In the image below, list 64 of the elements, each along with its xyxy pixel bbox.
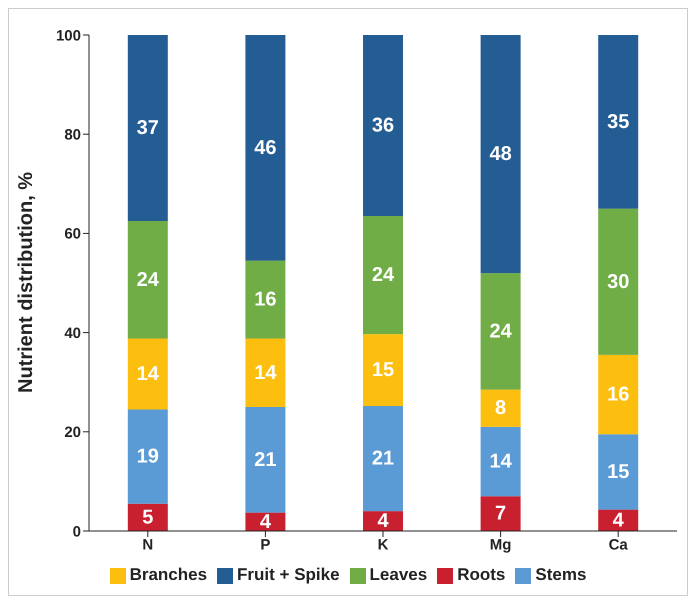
data-label: 4 [377, 510, 390, 532]
x-tick-label: K [378, 536, 389, 554]
x-tick-label: Ca [608, 536, 628, 554]
data-label: 7 [495, 502, 506, 525]
data-label: 24 [489, 320, 513, 342]
data-label: 15 [372, 359, 394, 382]
bar [128, 409, 168, 504]
bar [598, 354, 638, 434]
bar [245, 35, 286, 261]
bar [598, 434, 638, 510]
bar [245, 407, 286, 513]
data-label: 37 [136, 117, 159, 139]
y-tick-label: 0 [72, 523, 81, 540]
data-label: 16 [254, 288, 277, 311]
y-tick-label: 80 [64, 126, 81, 144]
legend-label: Branches [130, 565, 208, 584]
y-axis-title: Nutrient distribution, % [15, 172, 38, 393]
bar [480, 496, 521, 531]
data-label: 16 [607, 384, 630, 406]
data-label: 4 [612, 509, 625, 532]
bar [128, 504, 168, 531]
bar [598, 208, 638, 355]
bar [363, 406, 404, 512]
data-label: 14 [489, 450, 513, 473]
y-tick-label: 100 [56, 27, 81, 44]
bar [363, 35, 404, 216]
data-label: 36 [372, 114, 394, 137]
bar [598, 35, 638, 209]
data-label: 8 [495, 397, 506, 420]
bar [363, 216, 404, 334]
bar [128, 35, 168, 221]
bar [363, 334, 404, 406]
bar [480, 35, 521, 274]
data-label: 14 [254, 362, 278, 384]
bar [480, 426, 521, 496]
data-label: 46 [254, 136, 277, 159]
data-label: 48 [489, 143, 512, 166]
bar [245, 260, 286, 339]
data-label: 21 [254, 448, 277, 471]
y-tick-label: 20 [64, 424, 81, 442]
y-tick-label: 40 [64, 324, 81, 342]
bar [480, 273, 521, 390]
bar [245, 338, 286, 407]
x-tick-label: N [142, 536, 154, 554]
bar [128, 338, 168, 410]
legend-label: Roots [457, 565, 506, 584]
data-label: 35 [607, 110, 630, 133]
bar [480, 390, 521, 427]
data-label: 4 [260, 510, 272, 533]
data-label: 5 [142, 506, 154, 528]
bar [128, 221, 168, 339]
legend-label: Fruit + Spike [237, 565, 340, 584]
data-label: 15 [607, 460, 630, 483]
data-label: 24 [136, 268, 160, 291]
legend-label: Leaves [370, 565, 428, 584]
x-tick-label: Mg [490, 536, 512, 554]
x-tick-label: P [260, 536, 270, 554]
legend-label: Stems [535, 565, 586, 584]
y-tick-label: 60 [64, 226, 81, 243]
data-label: 19 [136, 446, 159, 468]
data-label: 24 [372, 264, 396, 286]
data-label: 14 [136, 363, 160, 386]
data-label: 21 [372, 448, 394, 470]
data-label: 30 [607, 270, 630, 293]
